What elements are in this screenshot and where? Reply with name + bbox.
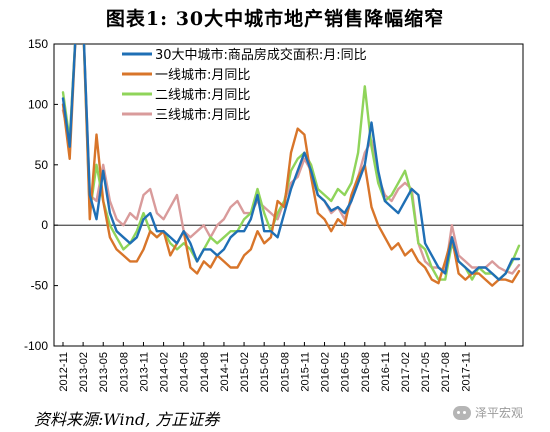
x-tick-label: 2013-08 (118, 352, 130, 392)
x-tick-label: 2015-08 (279, 352, 291, 392)
series-line-1 (61, 44, 521, 287)
x-tick-label: 2013-05 (98, 352, 110, 392)
x-tick-label: 2015-02 (239, 352, 251, 392)
plot-frame (53, 43, 524, 347)
y-tick-label: -100 (24, 339, 48, 353)
x-tick-label: 2014-11 (219, 352, 231, 392)
x-tick-label: 2015-05 (259, 352, 271, 392)
x-tick-label: 2017-08 (440, 352, 452, 392)
x-tick-label: 2015-11 (299, 352, 311, 392)
x-tick-label: 2012-11 (58, 352, 70, 392)
y-tick-label: 0 (41, 218, 48, 232)
x-tick-label: 2017-11 (460, 352, 472, 392)
x-tick-label: 2013-02 (78, 352, 90, 392)
x-tick-label: 2014-05 (179, 352, 191, 392)
series-line-0 (61, 44, 521, 281)
x-tick-label: 2016-08 (360, 352, 372, 392)
legend-label-0: 30大中城市:商品房成交面积:月:同比 (155, 47, 367, 63)
source-note: 资料来源:Wind, 方正证券 (34, 410, 220, 429)
x-tick-label: 2016-05 (340, 352, 352, 392)
x-tick-label: 2016-11 (380, 352, 392, 392)
watermark: 泽平宏观 (453, 404, 523, 421)
chart-axes: 150 100 50 0 -50 -100 2012-11 2013-02 2013-05 201… (24, 37, 524, 392)
y-tick-label: 150 (28, 37, 48, 51)
legend-label-1: 一线城市:月同比 (155, 67, 250, 83)
y-tick-label: -50 (31, 279, 49, 293)
y-tick-label: 100 (28, 97, 48, 111)
chart-title: 图表1: 30大中城市地产销售降幅缩窄 (105, 8, 445, 30)
x-tick-label: 2014-08 (199, 352, 211, 392)
x-tick-label: 2017-05 (420, 352, 432, 392)
chart-series (61, 44, 521, 287)
series-clip-group (61, 44, 521, 287)
chart-legend: 30大中城市:商品房成交面积:月:同比一线城市:月同比二线城市:月同比三线城市:… (122, 47, 367, 123)
y-tick-label: 50 (35, 158, 49, 172)
x-tick-label: 2013-11 (138, 352, 150, 392)
legend-label-3: 三线城市:月同比 (155, 107, 250, 123)
x-tick-label: 2014-02 (159, 352, 171, 392)
watermark-text: 泽平宏观 (475, 406, 524, 420)
wechat-icon (453, 405, 471, 420)
series-line-2 (61, 44, 521, 281)
x-tick-label: 2017-02 (400, 352, 412, 392)
x-tick-label: 2016-02 (320, 352, 332, 392)
legend-label-2: 二线城市:月同比 (155, 87, 250, 103)
